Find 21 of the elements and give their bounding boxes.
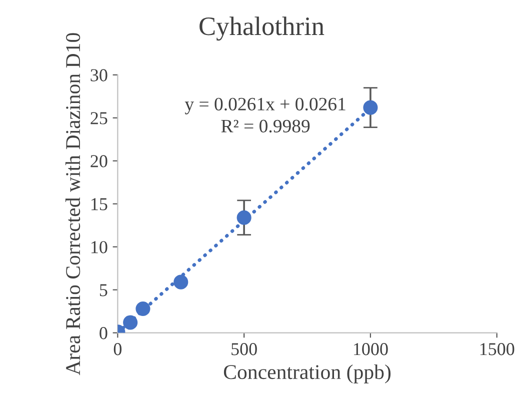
x-tick-label: 0 bbox=[114, 343, 122, 356]
y-axis-title: Area Ratio Corrected with Diazinon D10 bbox=[65, 33, 80, 376]
x-tick-label: 1500 bbox=[480, 343, 514, 356]
point bbox=[123, 315, 138, 330]
annotation: R² = 0.9989 bbox=[221, 120, 310, 133]
x-axis-title: Concentration (ppb) bbox=[224, 364, 391, 384]
point bbox=[236, 210, 252, 225]
y-tick-label: 10 bbox=[91, 241, 108, 254]
chart-title: Cyhalothrin bbox=[200, 16, 324, 41]
point bbox=[136, 301, 150, 316]
annotation: y = 0.0261x + 0.0261 bbox=[184, 98, 346, 114]
y-tick-label: 20 bbox=[90, 155, 108, 168]
x-tick-label: 1000 bbox=[354, 343, 388, 356]
x-tick-label: 500 bbox=[232, 343, 257, 356]
y-tick-label: 30 bbox=[90, 69, 108, 82]
y-tick-label: 15 bbox=[91, 198, 108, 210]
y-tick-label: 0 bbox=[100, 327, 108, 340]
point bbox=[363, 100, 378, 115]
point bbox=[174, 274, 188, 290]
y-tick-label: 25 bbox=[90, 112, 108, 124]
y-tick-label: 5 bbox=[100, 284, 108, 296]
